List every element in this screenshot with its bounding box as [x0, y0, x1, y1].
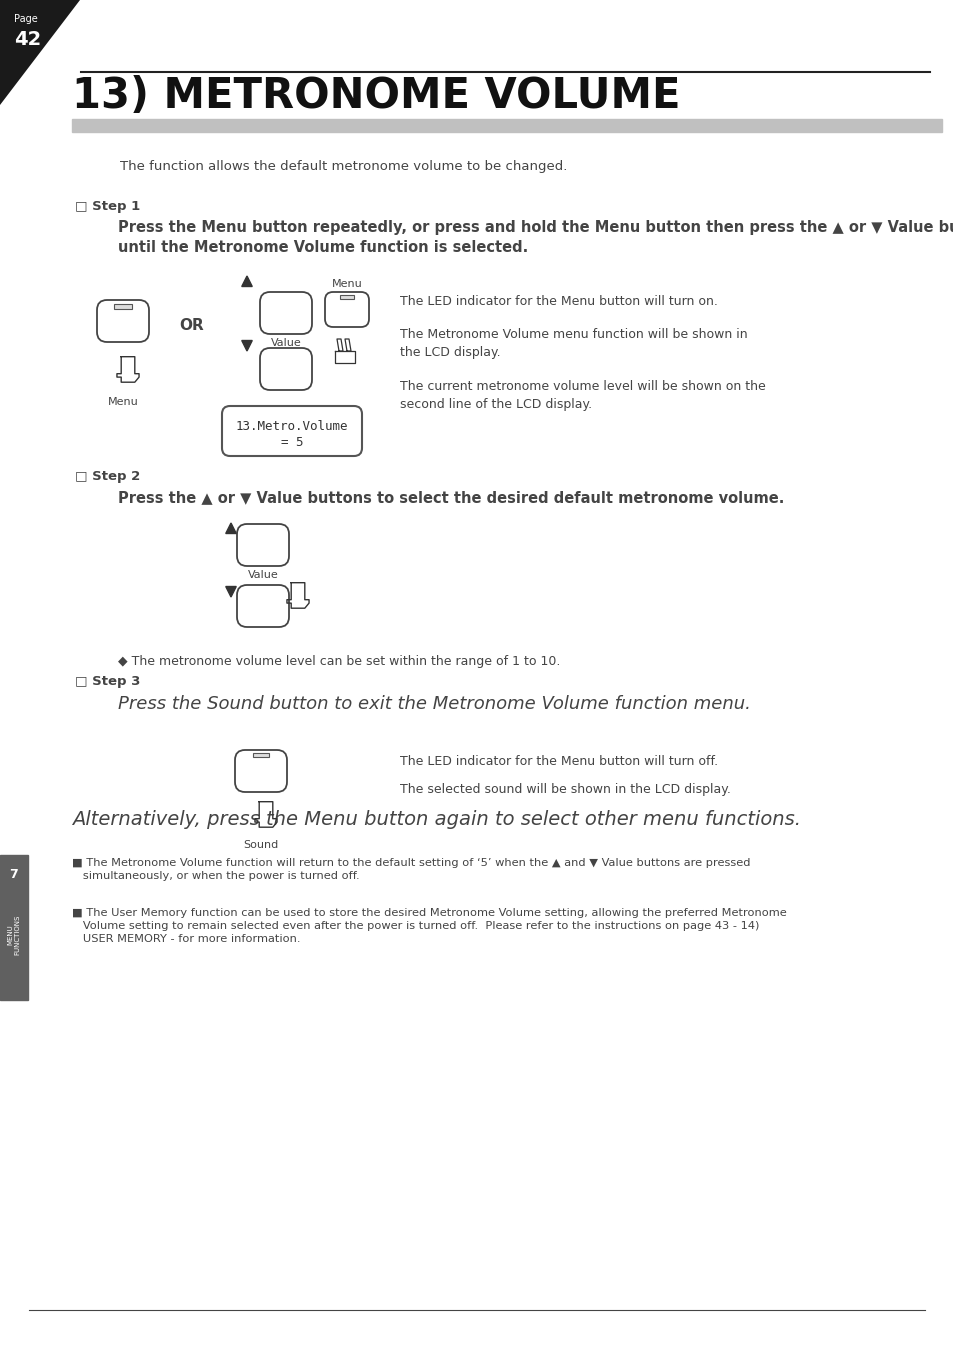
Bar — [71, 119, 941, 132]
Text: 7: 7 — [10, 869, 18, 881]
Text: MENU
FUNCTIONS: MENU FUNCTIONS — [8, 915, 20, 955]
FancyBboxPatch shape — [325, 291, 369, 326]
Text: Menu: Menu — [332, 279, 362, 289]
Text: ◆ The metronome volume level can be set within the range of 1 to 10.: ◆ The metronome volume level can be set … — [118, 656, 559, 668]
FancyBboxPatch shape — [260, 348, 312, 390]
Polygon shape — [0, 0, 80, 105]
Polygon shape — [241, 340, 252, 351]
Text: The current metronome volume level will be shown on the
second line of the LCD d: The current metronome volume level will … — [399, 380, 765, 411]
Text: = 5: = 5 — [280, 436, 303, 449]
Polygon shape — [345, 339, 351, 351]
Text: 13) METRONOME VOLUME: 13) METRONOME VOLUME — [71, 76, 679, 117]
Text: Press the ▲ or ▼ Value buttons to select the desired default metronome volume.: Press the ▲ or ▼ Value buttons to select… — [118, 490, 783, 505]
Text: Sound: Sound — [243, 840, 278, 850]
Text: Value: Value — [248, 571, 278, 580]
Text: The LED indicator for the Menu button will turn on.: The LED indicator for the Menu button wi… — [399, 295, 717, 308]
Text: The function allows the default metronome volume to be changed.: The function allows the default metronom… — [120, 161, 567, 173]
Text: The selected sound will be shown in the LCD display.: The selected sound will be shown in the … — [399, 782, 730, 796]
Text: Press the Sound button to exit the Metronome Volume function menu.: Press the Sound button to exit the Metro… — [118, 695, 750, 714]
Text: OR: OR — [179, 317, 204, 332]
Text: The Metronome Volume menu function will be shown in
the LCD display.: The Metronome Volume menu function will … — [399, 328, 747, 359]
FancyBboxPatch shape — [97, 299, 149, 343]
Text: The LED indicator for the Menu button will turn off.: The LED indicator for the Menu button wi… — [399, 755, 718, 768]
Text: □ Step 3: □ Step 3 — [75, 674, 140, 688]
FancyBboxPatch shape — [222, 406, 361, 456]
FancyBboxPatch shape — [234, 750, 287, 792]
Text: Press the Menu button repeatedly, or press and hold the Menu button then press t: Press the Menu button repeatedly, or pre… — [118, 220, 953, 255]
Text: Menu: Menu — [108, 397, 138, 407]
Text: ■ The Metronome Volume function will return to the default setting of ‘5’ when t: ■ The Metronome Volume function will ret… — [71, 858, 750, 881]
FancyBboxPatch shape — [260, 291, 312, 335]
Bar — [0, 855, 28, 1000]
Polygon shape — [226, 587, 236, 598]
Bar — [339, 295, 354, 299]
Text: Page: Page — [14, 13, 38, 24]
Polygon shape — [336, 339, 343, 351]
Text: Alternatively, press the Menu button again to select other menu functions.: Alternatively, press the Menu button aga… — [71, 809, 801, 830]
Text: Value: Value — [271, 339, 301, 348]
Polygon shape — [241, 277, 252, 286]
FancyBboxPatch shape — [236, 523, 289, 567]
Text: ■ The User Memory function can be used to store the desired Metronome Volume set: ■ The User Memory function can be used t… — [71, 908, 786, 944]
FancyBboxPatch shape — [236, 585, 289, 627]
Text: 13.Metro.Volume: 13.Metro.Volume — [235, 420, 348, 433]
Text: 42: 42 — [14, 30, 41, 49]
Polygon shape — [335, 351, 355, 363]
Polygon shape — [226, 523, 236, 533]
Bar — [113, 304, 132, 309]
Bar — [253, 753, 269, 757]
Text: □ Step 1: □ Step 1 — [75, 200, 140, 213]
Text: □ Step 2: □ Step 2 — [75, 469, 140, 483]
